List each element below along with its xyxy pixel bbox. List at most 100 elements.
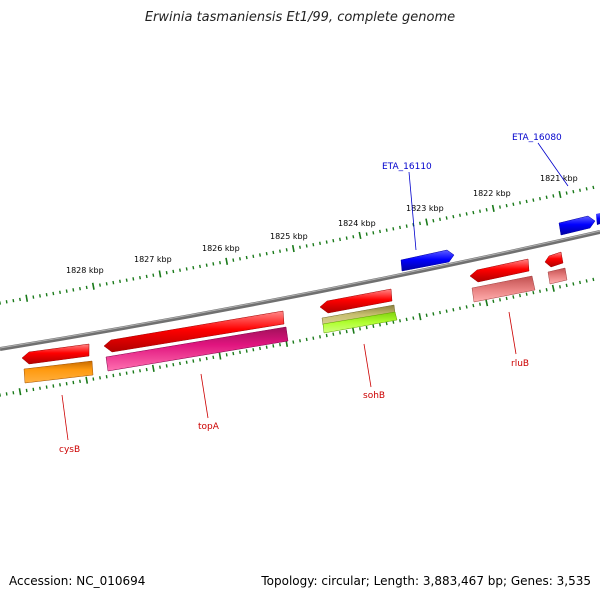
inner-ring-minor-tick — [292, 340, 295, 344]
outer-ring-minor-tick — [545, 195, 548, 200]
cds-cysB[interactable] — [23, 360, 94, 384]
inner-ring-minor-tick — [345, 329, 348, 334]
outer-ring-minor-tick — [139, 275, 141, 280]
outer-ring-minor-tick — [325, 240, 328, 244]
inner-ring-minor-tick — [412, 316, 415, 320]
outer-ring-minor-tick — [319, 241, 321, 246]
inner-ring-minor-tick — [179, 361, 181, 366]
inner-ring-minor-tick — [479, 302, 481, 306]
outer-ring-minor-tick — [505, 203, 508, 208]
outer-tick-ring — [0, 185, 595, 305]
outer-ring-major-tick — [25, 294, 29, 302]
inner-ring-minor-tick — [425, 313, 428, 318]
inner-ring-minor-tick — [359, 327, 361, 331]
inner-ring-minor-tick — [172, 362, 175, 367]
cds-topA[interactable] — [105, 326, 289, 372]
outer-ring-minor-tick — [179, 268, 181, 272]
inner-ring-minor-tick — [59, 383, 61, 387]
outer-ring-minor-tick — [105, 282, 108, 286]
outer-ring-minor-tick — [99, 283, 101, 287]
outer-ring-minor-tick — [485, 208, 488, 212]
inner-ring-minor-tick — [132, 370, 135, 374]
outer-ring-minor-tick — [125, 278, 128, 282]
cds-rluB[interactable] — [471, 275, 536, 303]
inner-ring-minor-tick — [572, 282, 575, 286]
outer-ring-minor-tick — [372, 231, 375, 235]
outer-ring-minor-tick — [285, 248, 288, 252]
inner-ring-minor-tick — [319, 335, 321, 339]
outer-ring-minor-tick — [405, 224, 408, 228]
gene-ETA_16110[interactable] — [400, 249, 455, 272]
outer-ring-minor-tick — [305, 244, 308, 248]
outer-ring-minor-tick — [499, 205, 501, 209]
inner-ring-minor-tick — [492, 299, 495, 303]
outer-ring-major-tick — [425, 218, 429, 226]
outer-ring-major-tick — [225, 257, 229, 265]
outer-ring-minor-tick — [65, 289, 68, 293]
inner-ring-minor-tick — [585, 279, 588, 283]
outer-ring-minor-tick — [79, 286, 81, 291]
inner-ring-minor-tick — [185, 360, 188, 364]
genome-backbone-highlight — [0, 230, 600, 349]
label-ETA_16110: ETA_16110 — [382, 162, 432, 172]
inner-ring-minor-tick — [545, 288, 548, 292]
outer-ring-minor-tick — [365, 232, 368, 236]
inner-ring-minor-tick — [112, 373, 115, 378]
leader-rluB — [508, 311, 517, 355]
leader-ETA_16080 — [537, 142, 569, 187]
inner-ring-minor-tick — [145, 367, 148, 372]
outer-ring-minor-tick — [472, 210, 475, 215]
inner-ring-minor-tick — [299, 339, 301, 343]
outer-ring-minor-tick — [219, 260, 221, 265]
label-ETA_16080: ETA_16080 — [512, 133, 562, 143]
outer-ring-minor-tick — [152, 273, 155, 277]
gene-small-red[interactable] — [544, 251, 564, 268]
outer-ring-major-tick — [291, 244, 295, 253]
gene-ETA_16080[interactable] — [558, 213, 600, 236]
inner-ring-minor-tick — [559, 285, 561, 289]
genome-info-text: Topology: circular; Length: 3,883,467 bp… — [261, 574, 591, 588]
outer-ring-minor-tick — [565, 191, 568, 195]
inner-ring-minor-tick — [5, 392, 8, 396]
outer-ring-minor-tick — [192, 265, 195, 270]
gene-rluB[interactable] — [469, 258, 530, 283]
inner-ring-minor-tick — [245, 349, 248, 353]
outer-ring-minor-tick — [445, 216, 448, 220]
outer-ring-minor-tick — [525, 199, 528, 204]
outer-ring-minor-tick — [72, 288, 75, 292]
inner-ring-major-tick — [485, 299, 489, 307]
outer-ring-minor-tick — [459, 213, 461, 217]
outer-ring-minor-tick — [19, 297, 21, 302]
label-cysB: cysB — [59, 445, 80, 455]
inner-ring-minor-tick — [465, 305, 468, 309]
inner-ring-minor-tick — [32, 387, 35, 392]
inner-ring-minor-tick — [65, 381, 68, 386]
gene-labels: ETA_16110 ETA_16080 cysB topA sohB rluB — [59, 133, 562, 455]
accession-text: Accession: NC_010694 — [9, 574, 146, 588]
outer-ring-major-tick — [158, 270, 162, 278]
cds-small-pink[interactable] — [547, 267, 568, 285]
outer-ring-major-tick — [491, 204, 495, 212]
inner-ring-minor-tick — [139, 369, 141, 373]
cds-sohB-2[interactable] — [322, 311, 398, 334]
inner-ring-minor-tick — [459, 306, 461, 311]
inner-ring-minor-tick — [239, 350, 241, 355]
outer-ring-minor-tick — [12, 298, 15, 303]
outer-ring-minor-tick — [199, 264, 201, 269]
outer-ring-minor-tick — [419, 221, 421, 226]
tick-label-1823: 1823 kbp — [406, 204, 444, 213]
gene-cysB[interactable] — [21, 343, 90, 365]
outer-ring-minor-tick — [85, 285, 88, 290]
outer-ring-minor-tick — [272, 250, 275, 255]
outer-ring-minor-tick — [185, 267, 188, 271]
tick-label-1827: 1827 kbp — [134, 255, 172, 264]
gene-sohB[interactable] — [319, 288, 393, 314]
outer-ring-minor-tick — [572, 189, 575, 194]
outer-ring-minor-tick — [212, 262, 215, 266]
inner-ring-minor-tick — [225, 353, 228, 357]
gene-topA[interactable] — [103, 310, 285, 353]
inner-ring-minor-tick — [379, 323, 381, 327]
outer-ring-minor-tick — [379, 229, 381, 234]
